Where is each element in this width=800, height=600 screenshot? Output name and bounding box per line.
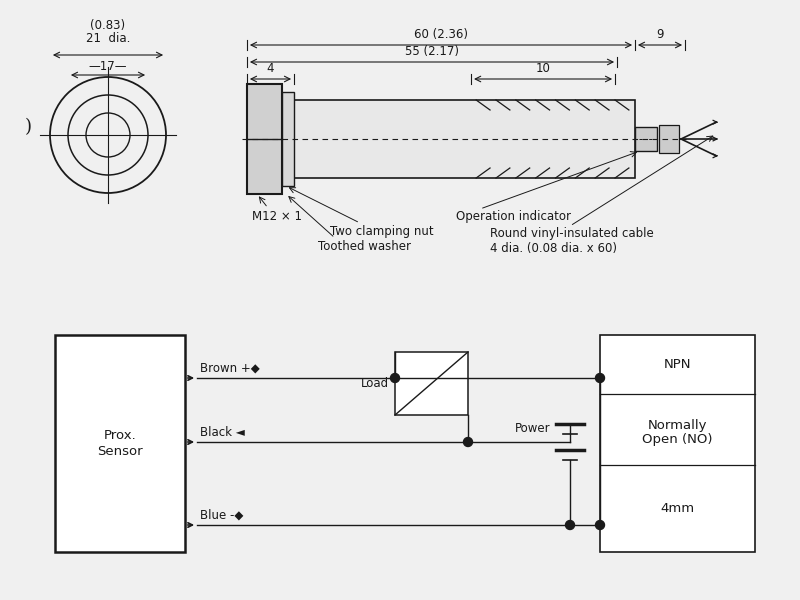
Text: 60 (2.36): 60 (2.36): [414, 28, 468, 41]
Ellipse shape: [463, 437, 473, 446]
Text: 10: 10: [536, 62, 550, 75]
Text: Blue -◆: Blue -◆: [200, 509, 243, 522]
Text: —17—: —17—: [89, 60, 127, 73]
Text: Power: Power: [514, 422, 550, 436]
Text: M12 × 1: M12 × 1: [252, 210, 302, 223]
Text: 4mm: 4mm: [661, 502, 694, 515]
Text: (0.83): (0.83): [90, 19, 126, 32]
Text: 4 dia. (0.08 dia. x 60): 4 dia. (0.08 dia. x 60): [490, 242, 617, 255]
Text: NPN: NPN: [664, 358, 691, 371]
Bar: [395, 352, 468, 415]
Text: ): ): [25, 118, 31, 136]
Bar: [659, 125, 679, 153]
Text: 55 (2.17): 55 (2.17): [405, 45, 459, 58]
Bar: [635, 127, 657, 151]
Text: Round vinyl-insulated cable: Round vinyl-insulated cable: [490, 227, 654, 240]
Bar: [247, 84, 282, 194]
Bar: [282, 92, 294, 186]
Text: Toothed washer: Toothed washer: [318, 240, 411, 253]
Text: Brown +◆: Brown +◆: [200, 362, 260, 375]
Text: Black ◄: Black ◄: [200, 426, 245, 439]
Text: Load: Load: [361, 377, 389, 390]
Text: Prox.: Prox.: [104, 429, 136, 442]
Ellipse shape: [390, 373, 399, 383]
Bar: [55, 335, 185, 552]
Text: Operation indicator: Operation indicator: [456, 210, 571, 223]
Bar: [600, 335, 755, 552]
Text: 9: 9: [656, 28, 664, 41]
Text: Open (NO): Open (NO): [642, 433, 713, 446]
Bar: [282, 100, 635, 178]
Text: 21  dia.: 21 dia.: [86, 32, 130, 45]
Text: Sensor: Sensor: [97, 445, 143, 458]
Text: Two clamping nut: Two clamping nut: [330, 225, 434, 238]
Ellipse shape: [566, 520, 574, 529]
Text: 4: 4: [266, 62, 274, 75]
Ellipse shape: [595, 373, 605, 383]
Text: Normally: Normally: [648, 419, 707, 432]
Ellipse shape: [595, 520, 605, 529]
